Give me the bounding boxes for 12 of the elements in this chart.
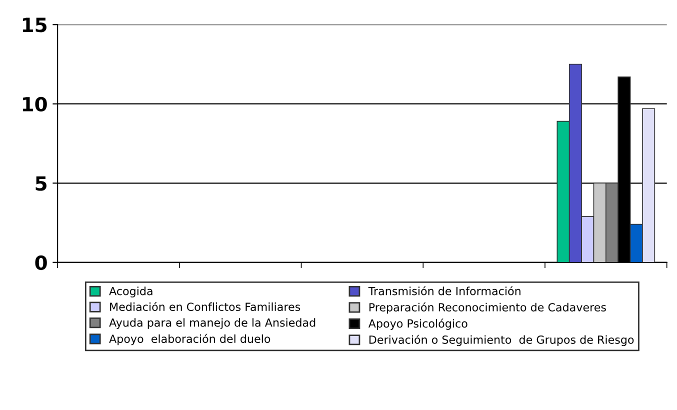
legend-label: Transmisión de Información: [368, 286, 520, 296]
legend-label: Preparación Reconocimiento de Cadaveres: [369, 302, 606, 314]
legend-label: Apoyo Psicológico: [368, 318, 468, 330]
legend-label: Derivación o Seguimiento de Grupos de Riesgo: [369, 334, 634, 346]
legend-label: Mediación en Conflictos Familiares: [110, 302, 300, 312]
legend-label: Ayuda para el manejo de la Ansiedad: [109, 318, 316, 329]
legend-label: Apoyo elaboración del duelo: [109, 334, 270, 346]
y-tick-label: 15: [22, 18, 46, 32]
y-tick-label: 5: [36, 176, 46, 191]
legend-label: Acogida: [109, 286, 152, 298]
y-tick-label: 10: [22, 96, 47, 112]
y-tick-label: 0: [35, 255, 47, 270]
